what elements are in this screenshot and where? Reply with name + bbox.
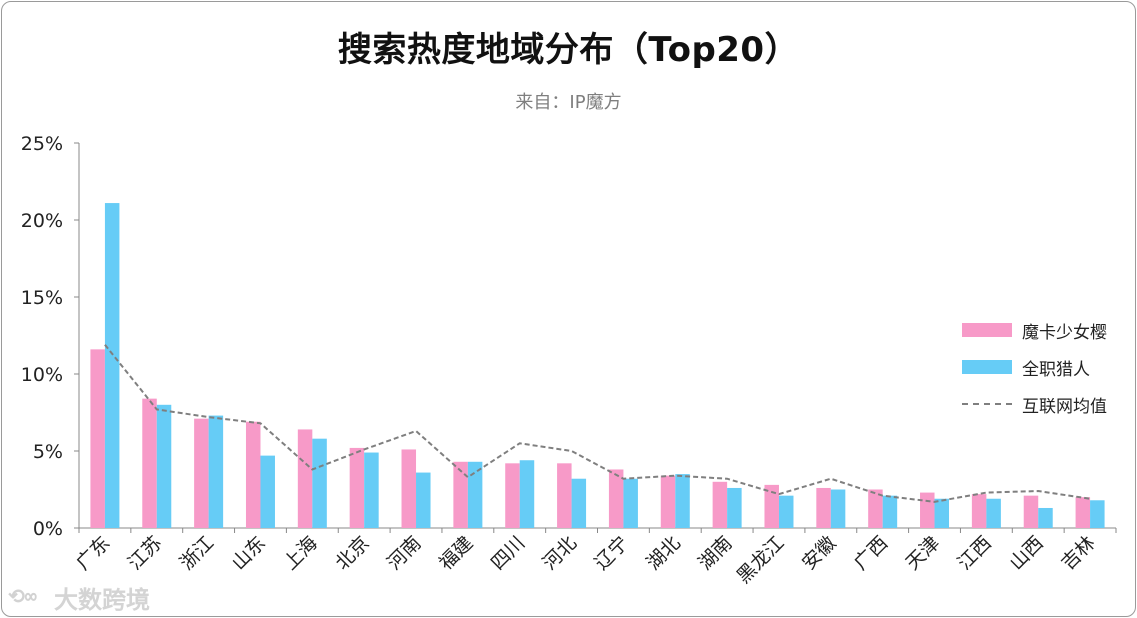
y-tick-label: 25% xyxy=(21,133,63,155)
x-tick-label: 广东 xyxy=(72,532,114,574)
chart-title: 搜索热度地域分布（Top20） xyxy=(337,30,800,70)
x-tick-label: 广西 xyxy=(850,532,892,574)
x-tick-label: 江苏 xyxy=(124,532,166,574)
bar-series-1-7 xyxy=(401,449,417,528)
bar-series-2-8 xyxy=(467,461,483,528)
legend-swatch-series-3 xyxy=(962,403,1012,405)
bar-series-2-4 xyxy=(260,455,275,528)
y-tick-label: 5% xyxy=(33,441,63,463)
x-tick-label: 四川 xyxy=(487,532,529,574)
legend-label-series-1: 魔卡少女樱 xyxy=(1022,323,1107,343)
bar-series-1-10 xyxy=(557,463,572,528)
legend-label-series-2: 全职猎人 xyxy=(1022,360,1090,380)
y-tick-label: 10% xyxy=(21,364,63,386)
chart-subtitle: 来自：IP魔方 xyxy=(515,92,622,113)
bar-series-1-6 xyxy=(349,447,365,528)
bar-series-2-6 xyxy=(364,452,379,528)
legend-label-series-3: 互联网均值 xyxy=(1022,397,1107,417)
bar-series-1-8 xyxy=(453,461,468,528)
x-tick-label: 湖南 xyxy=(694,532,736,574)
x-tick-label: 辽宁 xyxy=(591,532,633,574)
bar-series-1-11 xyxy=(608,469,624,528)
bar-series-1-12 xyxy=(660,475,676,528)
x-tick-label: 江西 xyxy=(953,532,995,574)
x-tick-label: 吉林 xyxy=(1057,532,1099,574)
bar-series-2-13 xyxy=(727,487,742,528)
bar-series-1-17 xyxy=(920,492,935,528)
bar-series-2-7 xyxy=(416,472,431,528)
bar-series-2-3 xyxy=(208,415,224,528)
bar-series-2-17 xyxy=(934,498,950,528)
watermark-text: 大数跨境 xyxy=(54,586,150,614)
watermark: ⟲∞ 大数跨境 xyxy=(8,580,150,615)
y-tick-label: 15% xyxy=(21,287,63,309)
bar-series-1-15 xyxy=(816,487,831,528)
x-tick-label: 福建 xyxy=(435,532,477,574)
bar-series-2-1 xyxy=(104,203,120,528)
bar-series-2-19 xyxy=(1038,507,1053,528)
legend-swatch-series-1 xyxy=(962,323,1012,337)
x-tick-label: 山西 xyxy=(1005,532,1047,574)
x-tick-label: 河北 xyxy=(539,532,581,574)
x-tick-label: 浙江 xyxy=(176,532,218,574)
bar-series-1-1 xyxy=(90,349,105,528)
bar-series-1-20 xyxy=(1075,497,1091,528)
bar-series-1-3 xyxy=(194,418,209,528)
bar-series-2-15 xyxy=(830,489,846,528)
bar-series-2-10 xyxy=(571,478,587,528)
bar-series-2-18 xyxy=(986,498,1001,528)
x-tick-label: 黑龙江 xyxy=(733,532,789,588)
x-tick-label: 上海 xyxy=(279,532,321,574)
x-tick-label: 北京 xyxy=(331,532,373,574)
x-tick-label: 山东 xyxy=(228,532,270,574)
bar-series-2-2 xyxy=(156,404,172,528)
bar-series-1-5 xyxy=(297,429,313,528)
bar-series-2-11 xyxy=(623,478,638,528)
bar-series-1-14 xyxy=(764,484,779,528)
bar-series-1-16 xyxy=(868,489,883,528)
bar-series-1-13 xyxy=(712,481,728,528)
y-tick-label: 0% xyxy=(33,518,63,540)
bar-series-1-18 xyxy=(971,494,987,528)
bar-series-2-5 xyxy=(312,438,327,528)
bar-series-2-9 xyxy=(519,460,535,528)
watermark-logo-icon: ⟲∞ xyxy=(8,583,37,608)
bar-series-2-16 xyxy=(882,495,898,528)
bar-series-1-2 xyxy=(142,398,157,528)
bar-series-2-12 xyxy=(675,474,690,528)
y-tick-label: 20% xyxy=(21,210,63,232)
x-tick-label: 湖北 xyxy=(642,532,684,574)
legend-swatch-series-2 xyxy=(962,360,1012,374)
line-series-3 xyxy=(104,344,1091,503)
x-tick-label: 河南 xyxy=(383,532,425,574)
x-tick-label: 安徽 xyxy=(798,532,840,574)
bar-series-2-14 xyxy=(778,495,794,528)
bar-series-1-9 xyxy=(505,463,520,528)
bar-series-1-4 xyxy=(245,421,261,528)
bar-series-1-19 xyxy=(1023,495,1039,528)
x-tick-label: 天津 xyxy=(902,532,944,574)
bar-series-2-20 xyxy=(1090,500,1105,528)
